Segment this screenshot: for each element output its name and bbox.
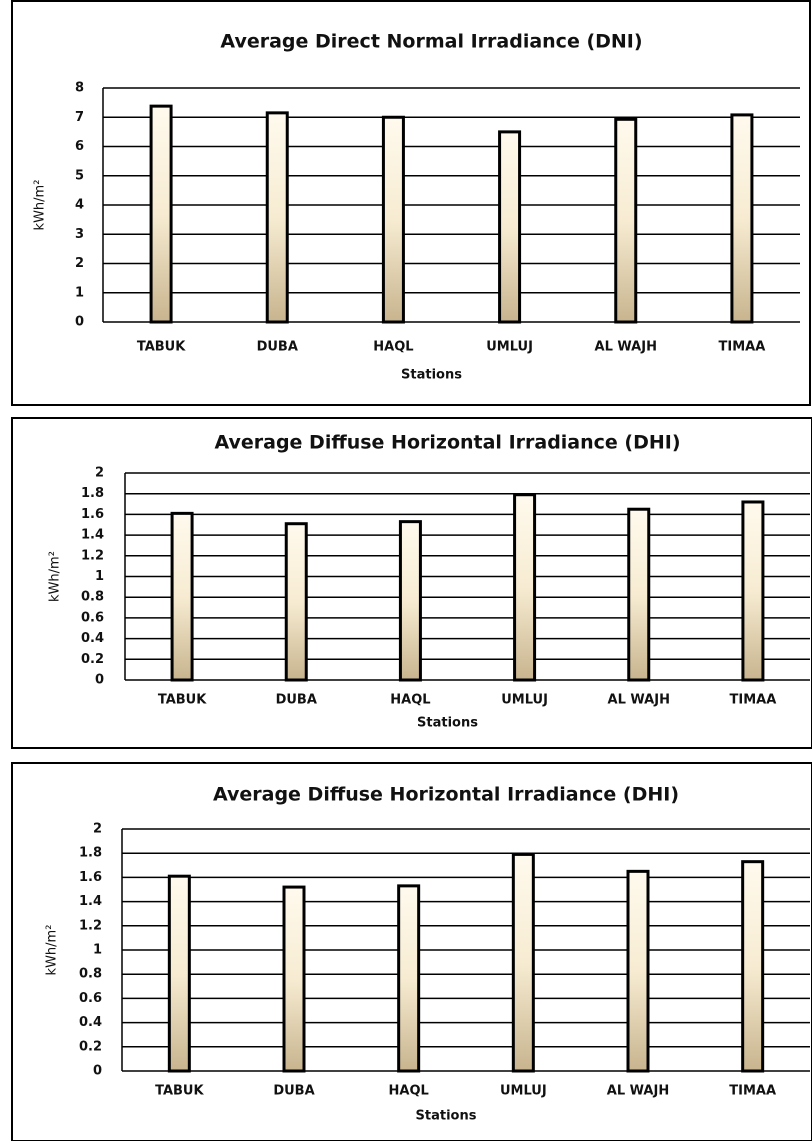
bar [397, 884, 421, 1073]
y-tick-label: 3 [75, 227, 84, 242]
x-tick-label: TIMAA [730, 693, 777, 708]
y-tick-label: 0.6 [79, 991, 102, 1006]
y-tick-label: 1 [75, 285, 84, 300]
x-tick-label: AL WAJH [607, 1084, 669, 1099]
y-tick-label: 1 [93, 943, 102, 958]
bar [627, 507, 651, 682]
bar [265, 111, 289, 324]
x-tick-label: AL WAJH [608, 693, 670, 708]
bar [398, 520, 422, 682]
y-tick-label: 0.6 [81, 610, 104, 625]
x-tick-label: HAQL [390, 693, 430, 708]
y-tick-label: 1.6 [81, 507, 104, 522]
x-tick-label: TABUK [137, 340, 186, 355]
x-tick-label: TIMAA [719, 340, 766, 355]
y-tick-label: 8 [75, 81, 84, 96]
y-axis-label: kWh/m² [48, 551, 63, 602]
y-tick-label: 0.8 [79, 967, 102, 982]
bar [170, 511, 194, 682]
x-axis-label: Stations [401, 368, 462, 383]
y-tick-label: 2 [75, 256, 84, 271]
x-tick-label: HAQL [373, 340, 413, 355]
bar [513, 493, 537, 682]
y-tick-label: 4 [75, 198, 84, 213]
y-tick-label: 1.8 [79, 846, 102, 861]
bar [282, 885, 306, 1073]
y-tick-label: 0 [75, 315, 84, 330]
y-tick-label: 1.4 [81, 528, 104, 543]
x-tick-label: DUBA [273, 1084, 314, 1099]
panel [11, 0, 811, 406]
y-tick-label: 2 [95, 466, 104, 481]
chart-title: Average Diffuse Horizontal Irradiance (D… [214, 432, 680, 454]
x-tick-label: TIMAA [729, 1084, 776, 1099]
x-tick-label: AL WAJH [595, 340, 657, 355]
bar [167, 874, 191, 1073]
y-axis-label: kWh/m² [33, 180, 48, 231]
chart-title: Average Direct Normal Irradiance (DNI) [220, 31, 642, 53]
y-tick-label: 1.6 [79, 870, 102, 885]
y-tick-label: 2 [93, 822, 102, 837]
x-tick-label: DUBA [276, 693, 317, 708]
x-tick-label: TABUK [158, 693, 207, 708]
y-tick-label: 1.2 [79, 918, 102, 933]
panel [11, 762, 812, 1141]
chart-title: Average Diffuse Horizontal Irradiance (D… [213, 784, 679, 806]
y-axis-label: kWh/m² [45, 925, 60, 976]
x-axis-label: Stations [416, 1109, 477, 1124]
y-tick-label: 6 [75, 139, 84, 154]
panel [11, 417, 812, 749]
y-tick-label: 0.8 [81, 590, 104, 605]
x-tick-label: HAQL [389, 1084, 429, 1099]
bar [381, 115, 405, 324]
y-tick-label: 1.2 [81, 548, 104, 563]
x-tick-label: UMLUJ [500, 1084, 547, 1099]
bar [149, 104, 173, 324]
bar [730, 113, 754, 324]
x-tick-label: UMLUJ [486, 340, 533, 355]
bar [498, 130, 522, 324]
y-tick-label: 0.4 [79, 1015, 102, 1030]
y-tick-label: 0 [93, 1064, 102, 1079]
bar [741, 860, 765, 1073]
y-tick-label: 1.4 [79, 894, 102, 909]
x-tick-label: UMLUJ [501, 693, 548, 708]
x-tick-label: DUBA [257, 340, 298, 355]
x-axis-label: Stations [417, 716, 478, 731]
bar [511, 852, 535, 1073]
y-tick-label: 0 [95, 673, 104, 688]
y-tick-label: 0.2 [79, 1039, 102, 1054]
bar [614, 117, 638, 324]
y-tick-label: 0.2 [81, 652, 104, 667]
bar [284, 522, 308, 682]
bar [626, 869, 650, 1073]
y-tick-label: 1 [95, 569, 104, 584]
y-tick-label: 7 [75, 110, 84, 125]
y-tick-label: 5 [75, 168, 84, 183]
bar [741, 500, 765, 682]
y-tick-label: 0.4 [81, 631, 104, 646]
x-tick-label: TABUK [155, 1084, 204, 1099]
y-tick-label: 1.8 [81, 486, 104, 501]
